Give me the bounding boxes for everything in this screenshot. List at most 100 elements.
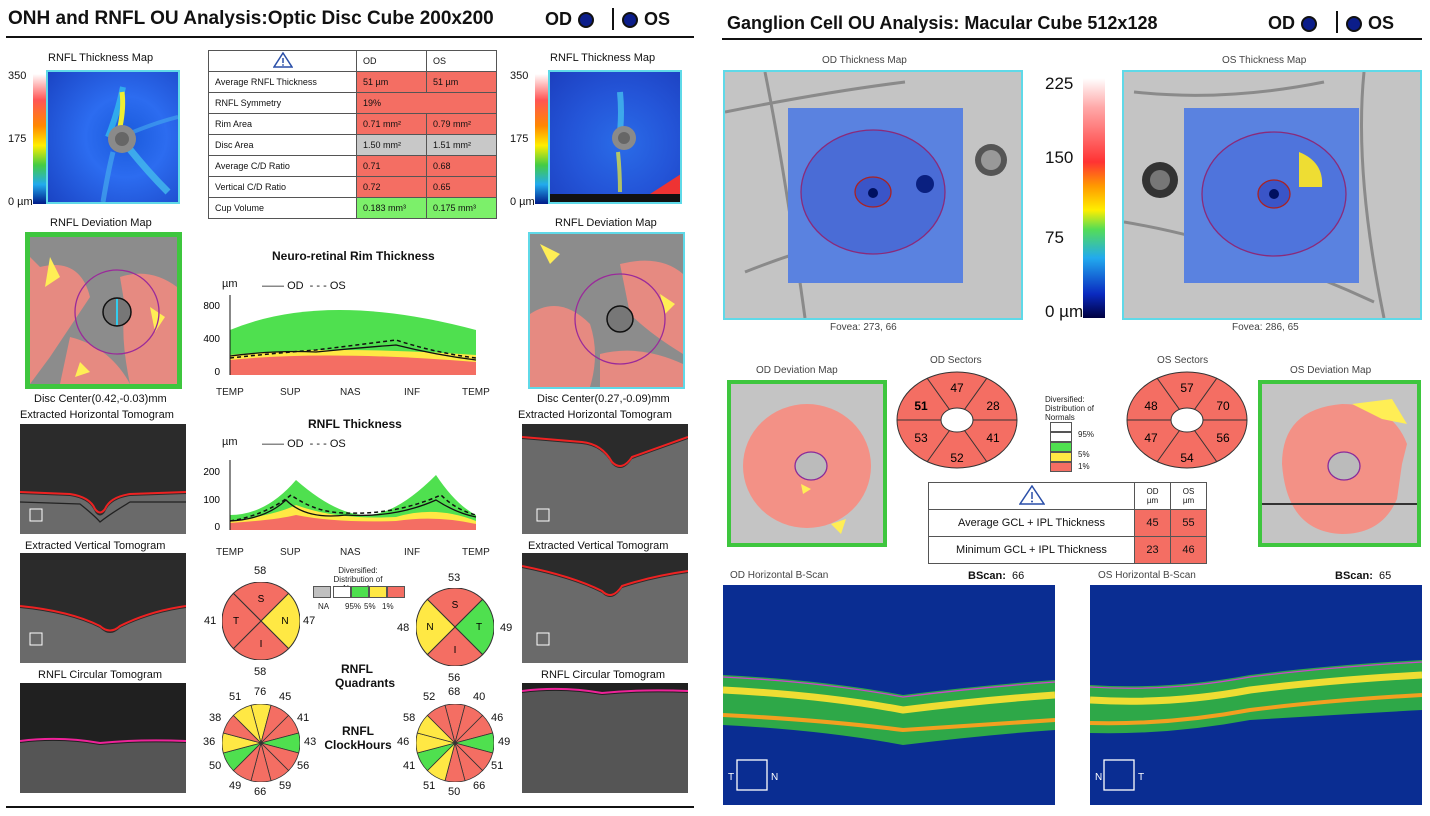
od-deviation-title: RNFL Deviation Map bbox=[50, 217, 152, 229]
svg-text:70: 70 bbox=[1216, 399, 1230, 413]
od-scale-min: 0 µm bbox=[8, 196, 33, 208]
od-gcl-deviation-title: OD Deviation Map bbox=[756, 365, 838, 376]
od-sectors-chart: 47 28 41 52 53 51 bbox=[896, 371, 1018, 469]
table-col-os: OS bbox=[426, 50, 497, 72]
os-fovea: Fovea: 286, 65 bbox=[1232, 322, 1299, 333]
svg-text:T: T bbox=[1138, 772, 1144, 783]
table-row: RNFL Symmetry 19% bbox=[208, 92, 497, 114]
os-dot-icon bbox=[622, 11, 638, 28]
os-deviation-title: RNFL Deviation Map bbox=[555, 217, 657, 229]
os-dot-icon bbox=[1346, 15, 1362, 32]
ganglion-title: Ganglion Cell OU Analysis: Macular Cube … bbox=[727, 13, 1158, 33]
os-macular-thickness-map bbox=[1122, 70, 1422, 320]
svg-text:56: 56 bbox=[1216, 431, 1230, 445]
os-bscan-num: BScan: 65 bbox=[1335, 570, 1392, 582]
od-quadrant-chart: S T N I bbox=[222, 582, 300, 660]
table-row: Minimum GCL + IPL Thickness 23 46 bbox=[928, 536, 1207, 564]
svg-text:I: I bbox=[260, 639, 263, 650]
od-indicator-right: OD bbox=[1268, 13, 1317, 34]
rnfl-thickness-chart: 200 100 0 bbox=[203, 460, 477, 533]
svg-text:400: 400 bbox=[203, 334, 220, 345]
svg-text:57: 57 bbox=[1180, 381, 1194, 395]
os-vertical-tomogram bbox=[522, 553, 688, 663]
svg-text:47: 47 bbox=[950, 381, 964, 395]
os-circular-tomogram bbox=[522, 683, 688, 793]
od-clockhours-chart bbox=[222, 704, 300, 782]
svg-text:N: N bbox=[1095, 772, 1102, 783]
table-row: Vertical C/D Ratio 0.72 0.65 bbox=[208, 176, 497, 198]
rim-unit: µm bbox=[222, 278, 238, 290]
svg-text:T: T bbox=[233, 616, 239, 627]
os-scale-mid: 175 bbox=[510, 133, 529, 145]
svg-text:51: 51 bbox=[914, 399, 928, 413]
os-horizontal-bscan: N T bbox=[1090, 585, 1422, 805]
od-vertical-tomogram bbox=[20, 553, 186, 663]
table-col-od: OD bbox=[356, 50, 427, 72]
svg-text:54: 54 bbox=[1180, 451, 1194, 465]
table-row: Average GCL + IPL Thickness 45 55 bbox=[928, 509, 1207, 537]
svg-text:100: 100 bbox=[203, 495, 220, 506]
svg-text:S: S bbox=[452, 600, 459, 611]
svg-text:800: 800 bbox=[203, 301, 220, 312]
svg-text:T: T bbox=[476, 622, 482, 633]
od-horizontal-bscan: T N bbox=[723, 585, 1055, 805]
od-sectors-title: OD Sectors bbox=[930, 355, 982, 366]
svg-text:200: 200 bbox=[203, 467, 220, 478]
os-v-tomogram-title: Extracted Vertical Tomogram bbox=[528, 540, 669, 552]
od-macular-thickness-map bbox=[723, 70, 1023, 320]
svg-text:0: 0 bbox=[214, 522, 220, 533]
os-rnfl-thickness-map-title: RNFL Thickness Map bbox=[550, 52, 656, 64]
table-row: Average RNFL Thickness 51 µm 51 µm bbox=[208, 71, 497, 93]
od-scale-mid: 175 bbox=[8, 133, 27, 145]
quadrants-label: RNFL Quadrants bbox=[335, 662, 396, 690]
table-row: Cup Volume 0.183 mm³ 0.175 mm³ bbox=[208, 197, 497, 219]
gcl-table: OD µm OS µm Average GCL + IPL Thickness 4… bbox=[928, 482, 1207, 564]
os-disc-center: Disc Center(0.27,-0.09)mm bbox=[537, 393, 670, 405]
svg-text:N: N bbox=[426, 622, 433, 633]
od-dot-icon bbox=[1301, 15, 1317, 32]
svg-text:41: 41 bbox=[986, 431, 1000, 445]
os-rnfl-thickness-map bbox=[548, 70, 682, 204]
od-macular-map-title: OD Thickness Map bbox=[822, 55, 907, 66]
os-macular-map-title: OS Thickness Map bbox=[1222, 55, 1307, 66]
od-h-tomogram-title: Extracted Horizontal Tomogram bbox=[20, 409, 174, 421]
warning-icon bbox=[272, 51, 293, 68]
os-sectors-title: OS Sectors bbox=[1157, 355, 1209, 366]
warning-icon bbox=[1018, 484, 1045, 505]
os-gcl-deviation-map bbox=[1258, 380, 1421, 547]
rim-chart: 800 400 0 bbox=[203, 295, 477, 378]
svg-text:28: 28 bbox=[986, 399, 1000, 413]
os-quadrant-chart: S N T I bbox=[416, 588, 494, 666]
od-circular-tomogram bbox=[20, 683, 186, 793]
os-indicator-right: OS bbox=[1346, 13, 1394, 34]
normals-legend bbox=[313, 586, 405, 598]
od-dot-icon bbox=[578, 11, 594, 28]
os-gcl-deviation-title: OS Deviation Map bbox=[1290, 365, 1372, 376]
table-row: Rim Area 0.71 mm² 0.79 mm² bbox=[208, 113, 497, 135]
os-clockhours-chart bbox=[416, 704, 494, 782]
os-c-tomogram-title: RNFL Circular Tomogram bbox=[541, 669, 666, 681]
od-bscan-num: BScan: 66 bbox=[968, 570, 1025, 582]
od-v-tomogram-title: Extracted Vertical Tomogram bbox=[25, 540, 166, 552]
svg-text:53: 53 bbox=[914, 431, 928, 445]
dist-legend bbox=[1050, 422, 1072, 472]
od-bscan-title: OD Horizontal B-Scan bbox=[730, 570, 829, 581]
table-row: Average C/D Ratio 0.71 0.68 bbox=[208, 155, 497, 177]
svg-text:T: T bbox=[728, 772, 734, 783]
od-fovea: Fovea: 273, 66 bbox=[830, 322, 897, 333]
svg-text:0: 0 bbox=[214, 367, 220, 378]
od-indicator: OD bbox=[545, 9, 594, 30]
os-indicator: OS bbox=[622, 9, 670, 30]
svg-text:N: N bbox=[281, 616, 288, 627]
os-horizontal-tomogram bbox=[522, 424, 688, 534]
od-disc-center: Disc Center(0.42,-0.03)mm bbox=[34, 393, 167, 405]
svg-text:52: 52 bbox=[950, 451, 964, 465]
rnfl-legend: —— OD - - - OS bbox=[262, 438, 346, 450]
od-gcl-deviation-map bbox=[727, 380, 887, 547]
od-scale-max: 350 bbox=[8, 70, 27, 82]
onh-title: ONH and RNFL OU Analysis:Optic Disc Cube… bbox=[8, 8, 494, 29]
os-scale-max: 350 bbox=[510, 70, 529, 82]
svg-text:47: 47 bbox=[1144, 431, 1158, 445]
od-rnfl-deviation-map bbox=[25, 232, 182, 389]
os-color-scale bbox=[535, 74, 548, 204]
